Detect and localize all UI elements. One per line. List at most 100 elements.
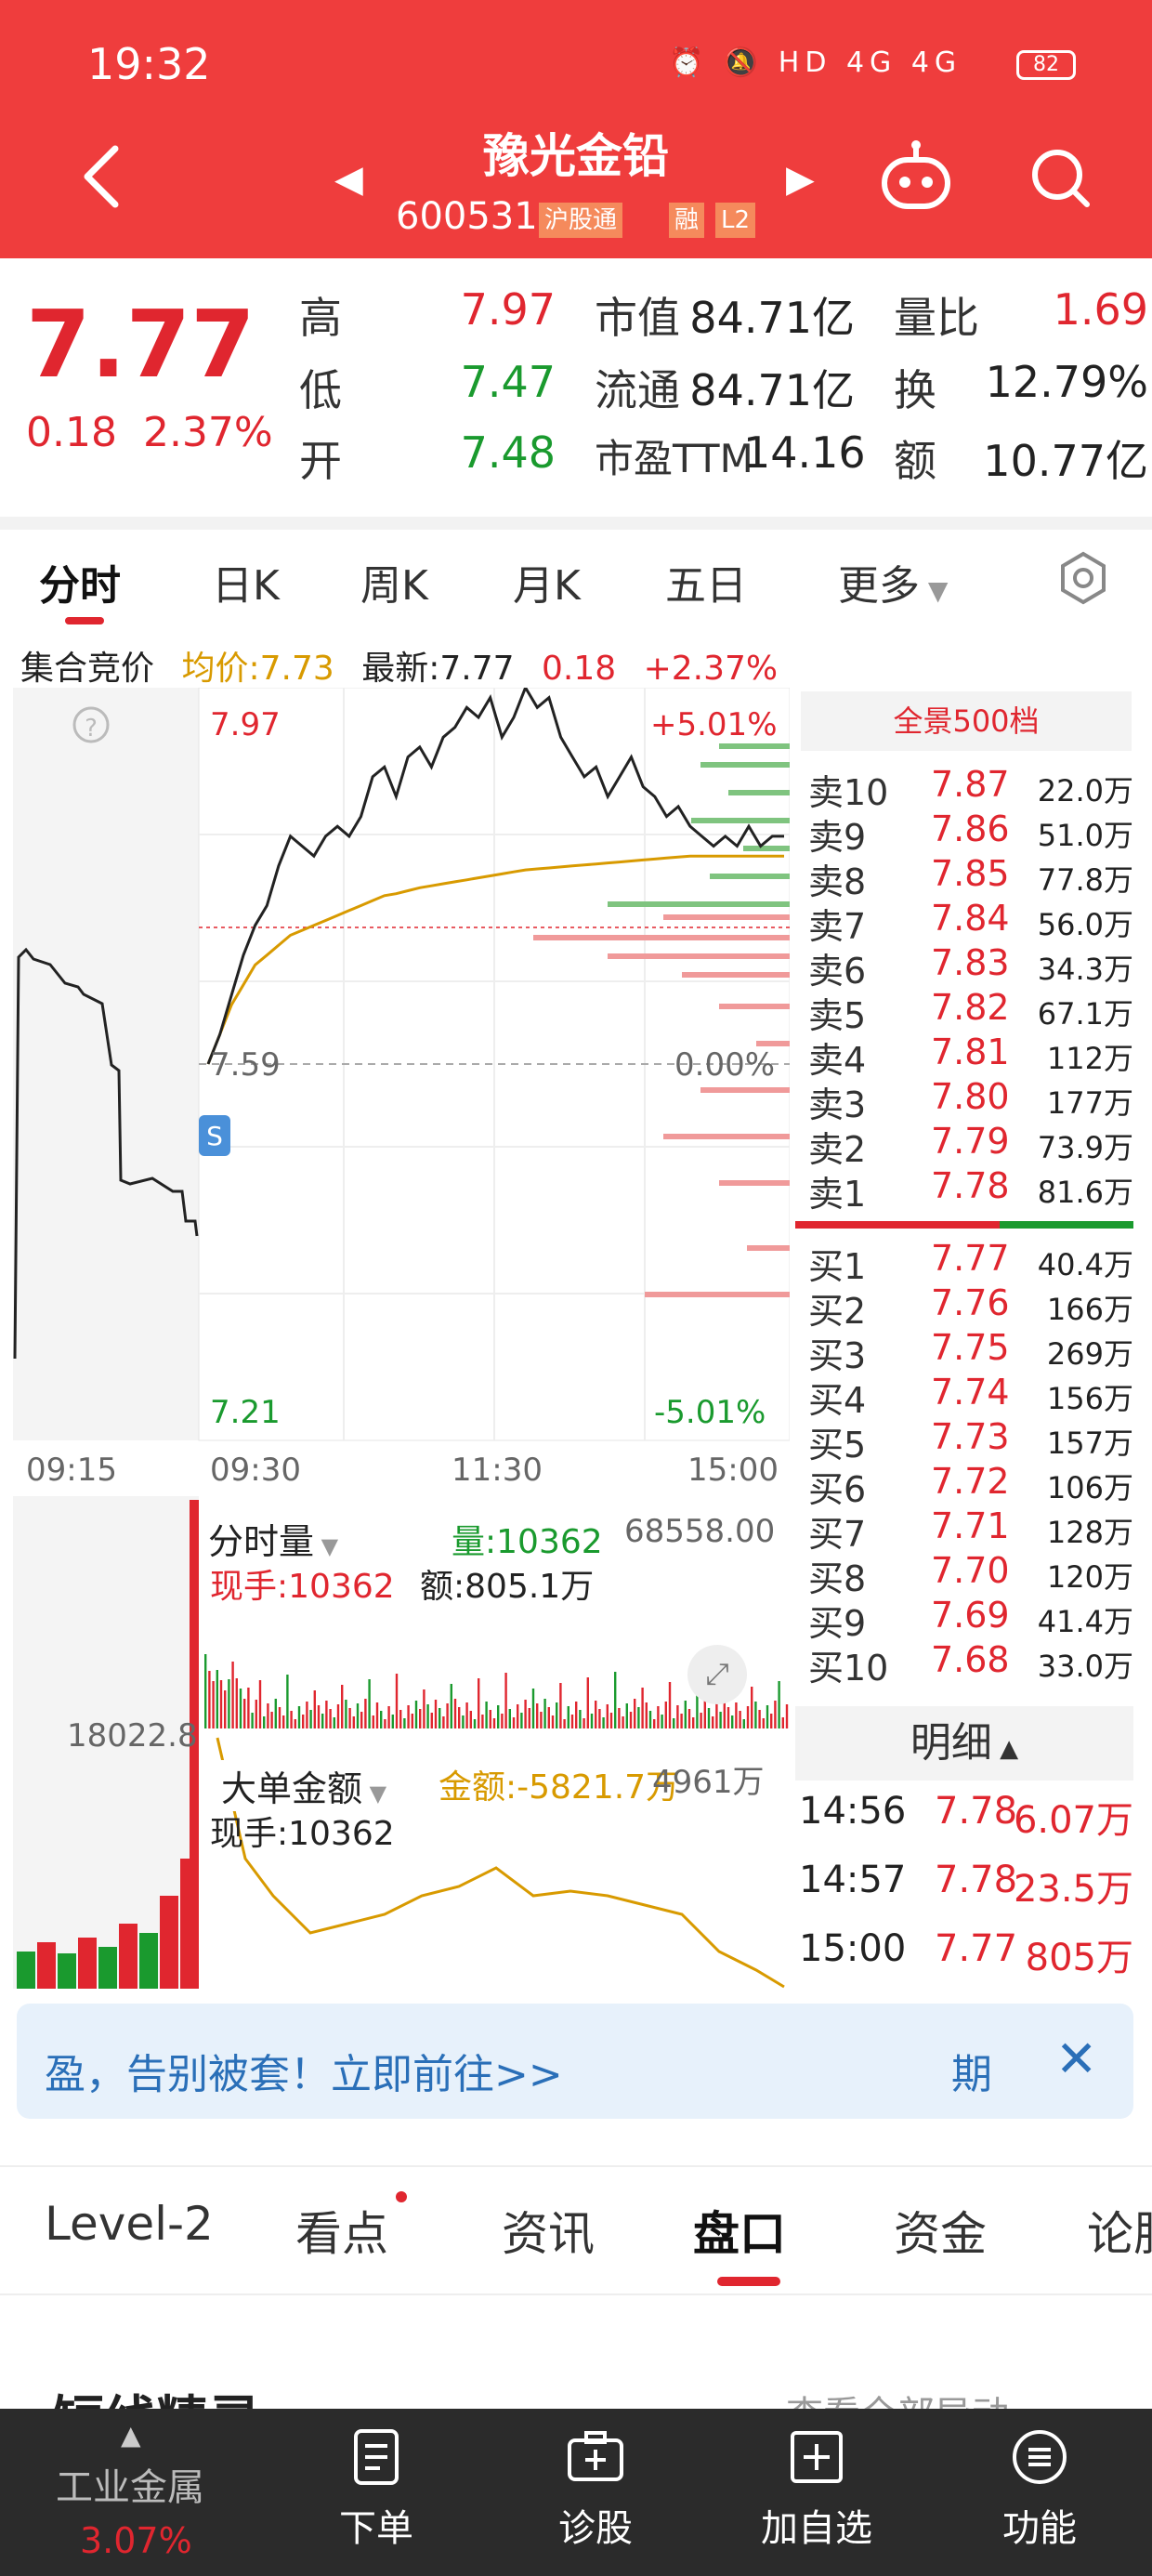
mktcap-value: 84.71亿: [689, 293, 855, 343]
search-icon[interactable]: [1028, 145, 1093, 210]
change-value: 0.18: [26, 409, 117, 456]
nav-sector[interactable]: 工业金属: [56, 2466, 204, 2509]
volume-bar: [219, 1680, 223, 1728]
bid-volume: 33.0万: [1037, 1649, 1133, 1684]
float-label: 流通: [595, 365, 680, 415]
volume-bar: [414, 1701, 418, 1728]
tab-forum[interactable]: 论股: [1087, 2207, 1152, 2261]
bid-row[interactable]: 买10 7.68 33.0万: [808, 1639, 1133, 1689]
bid-volume: 156万: [1046, 1381, 1133, 1416]
volume-bar: [559, 1683, 562, 1728]
tab-monthly-k[interactable]: 月K: [513, 562, 581, 610]
detail-header[interactable]: 明细 ▲: [795, 1706, 1133, 1781]
bid-price: 7.68: [931, 1639, 1010, 1680]
big-order-line: [216, 1737, 785, 1989]
bid-price: 7.69: [931, 1595, 1010, 1636]
promo-banner-text[interactable]: 盈，告别被套！立即前往>>: [45, 2051, 563, 2098]
open-label: 开: [299, 436, 342, 486]
volume-amount: 额:805.1万: [420, 1568, 595, 1606]
bigorder-panel-title[interactable]: 大单金额 ▼: [221, 1760, 387, 1811]
premarket-volume-bars: [17, 1500, 199, 1989]
volume-bar: [489, 1710, 491, 1728]
bid-row[interactable]: 买3 7.75 269万: [808, 1327, 1133, 1376]
bigorder-xianshou: 现手:10362: [210, 1815, 395, 1853]
robot-assistant-icon[interactable]: [879, 139, 953, 214]
nav-add-watchlist[interactable]: 加自选: [747, 2427, 886, 2552]
bid-row[interactable]: 买2 7.76 166万: [808, 1282, 1133, 1332]
bottom-nav: [0, 2409, 1152, 2576]
tab-daily-k[interactable]: 日K: [212, 562, 280, 610]
volume-panel-title[interactable]: 分时量 ▼: [208, 1513, 339, 1564]
close-icon[interactable]: ✕: [1055, 2030, 1098, 2088]
volume-bar: [458, 1707, 461, 1728]
tick-price: 7.78: [935, 1859, 1018, 1901]
next-stock-button[interactable]: ▶: [786, 158, 815, 201]
tick-row: 15:00 7.77 805万: [799, 1927, 1133, 1983]
volume-bar: [762, 1718, 765, 1728]
volume-bar: [602, 1717, 605, 1728]
back-button[interactable]: [74, 139, 130, 214]
tab-capital[interactable]: 资金: [894, 2207, 987, 2261]
chevron-down-icon: ▼: [314, 1533, 339, 1559]
bid-row[interactable]: 买5 7.73 157万: [808, 1416, 1133, 1465]
bid-label: 买10: [808, 1648, 889, 1689]
bid-row[interactable]: 买7 7.71 128万: [808, 1505, 1133, 1555]
bid-row[interactable]: 买4 7.74 156万: [808, 1372, 1133, 1421]
bid-price: 7.72: [931, 1461, 1010, 1502]
volume-bar: [735, 1702, 738, 1728]
volume-bar: [212, 1681, 215, 1728]
volume-bar: [766, 1705, 769, 1728]
volume-bar: [746, 1706, 750, 1728]
tab-five-day[interactable]: 五日: [665, 562, 747, 610]
bid-label: 买1: [808, 1246, 867, 1287]
bid-label: 买7: [808, 1514, 867, 1555]
volume-bar: [547, 1707, 550, 1728]
promo-banner[interactable]: [17, 2004, 1133, 2119]
chart-settings-icon[interactable]: [1055, 550, 1111, 606]
volume-value: 量:10362: [452, 1523, 603, 1561]
ask-row[interactable]: 卖5 7.82 67.1万: [808, 987, 1133, 1036]
ask-row[interactable]: 卖7 7.84 56.0万: [808, 898, 1133, 947]
bid-row[interactable]: 买1 7.77 40.4万: [808, 1238, 1133, 1287]
ask-row[interactable]: 卖1 7.78 81.6万: [808, 1165, 1133, 1215]
nav-diagnose[interactable]: 诊股: [526, 2427, 665, 2552]
volume-bar: [442, 1716, 445, 1728]
tab-news[interactable]: 资讯: [502, 2207, 595, 2261]
nav-order[interactable]: 下单: [307, 2427, 446, 2552]
ask-row[interactable]: 卖2 7.79 73.9万: [808, 1121, 1133, 1170]
volume-bar: [668, 1682, 672, 1728]
intraday-chart[interactable]: ? S ⤢: [13, 688, 790, 1989]
bid-row[interactable]: 买6 7.72 106万: [808, 1461, 1133, 1510]
volume-bar: [375, 1702, 379, 1728]
prev-stock-button[interactable]: ◀: [334, 158, 363, 201]
ask-row[interactable]: 卖6 7.83 34.3万: [808, 942, 1133, 992]
tab-level2[interactable]: Level-2: [45, 2197, 214, 2251]
volume-bar: [715, 1703, 718, 1728]
ask-price: 7.85: [931, 853, 1010, 894]
ask-row[interactable]: 卖3 7.80 177万: [808, 1076, 1133, 1125]
volume-bar: [446, 1703, 449, 1728]
bid-label: 买5: [808, 1425, 867, 1465]
depth-500-button[interactable]: 全景500档: [801, 691, 1132, 751]
tick-time: 14:56: [799, 1790, 907, 1833]
bid-row[interactable]: 买9 7.69 41.4万: [808, 1595, 1133, 1644]
volume-bar: [687, 1709, 691, 1728]
tab-orderbook[interactable]: 盘口: [693, 2207, 786, 2261]
tab-intraday[interactable]: 分时: [39, 562, 121, 610]
bid-row[interactable]: 买8 7.70 120万: [808, 1550, 1133, 1599]
tab-weekly-k[interactable]: 周K: [360, 562, 428, 610]
ask-row[interactable]: 卖10 7.87 22.0万: [808, 764, 1133, 813]
nav-functions[interactable]: 功能: [970, 2427, 1109, 2552]
bottom-tabs-bar: [0, 2165, 1152, 2295]
ask-row[interactable]: 卖8 7.85 77.8万: [808, 853, 1133, 902]
bid-label: 买9: [808, 1603, 867, 1644]
pe-value: 14.16: [743, 427, 866, 478]
ask-price: 7.87: [931, 764, 1010, 805]
tab-more[interactable]: 更多 ▼: [838, 552, 948, 611]
volume-left-value: 18022.8: [67, 1717, 198, 1755]
ask-row[interactable]: 卖9 7.86 51.0万: [808, 808, 1133, 858]
avg-price: 均价:7.73: [181, 650, 334, 688]
volume-bar: [336, 1704, 340, 1728]
tab-highlights[interactable]: 看点: [295, 2207, 388, 2261]
ask-row[interactable]: 卖4 7.81 112万: [808, 1032, 1133, 1081]
